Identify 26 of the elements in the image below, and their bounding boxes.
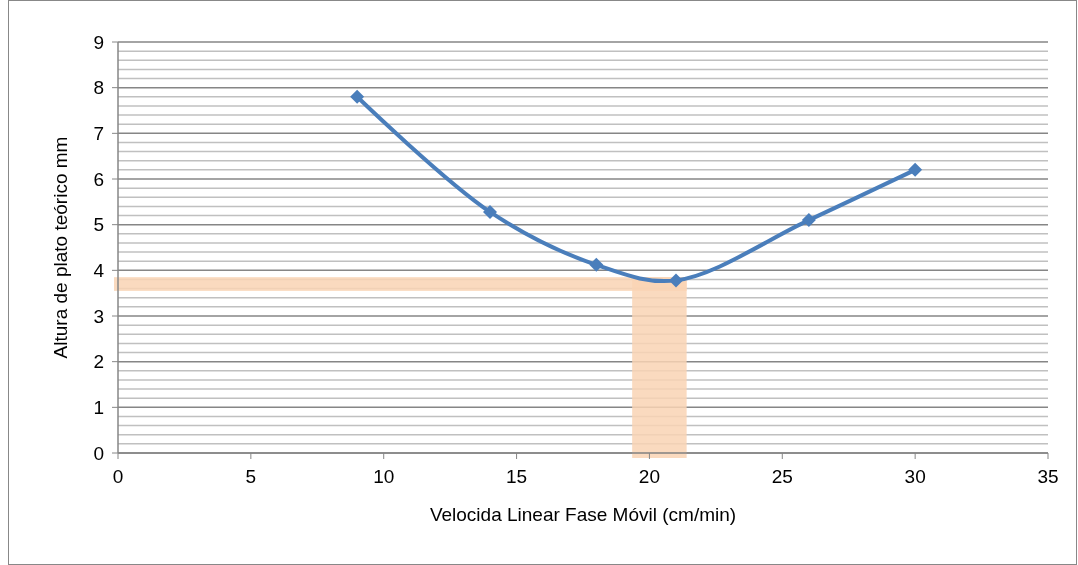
point [908, 162, 923, 177]
x-axis-title: Velocida Linear Fase Móvil (cm/min) [429, 504, 737, 525]
x-tick-label: 25 [771, 466, 793, 487]
y-tick-label: 1 [93, 396, 104, 418]
y-tick-label: 8 [93, 77, 104, 99]
y-tick-label: 4 [93, 259, 105, 281]
y-tick-label: 3 [93, 305, 104, 327]
x-tick-label: 15 [506, 466, 528, 487]
x-tick-label: 20 [638, 466, 660, 487]
point [589, 257, 604, 272]
point [350, 89, 365, 104]
y-tick-label: 5 [93, 214, 104, 236]
y-axis-title: Altura de plato teórico mm [50, 136, 71, 359]
y-tick-label: 6 [93, 168, 104, 190]
x-tick-label: 5 [245, 466, 257, 487]
point [801, 213, 816, 228]
y-tick-label: 2 [93, 351, 104, 373]
y-tick-label: 0 [93, 442, 104, 464]
x-tick-label: 0 [112, 466, 124, 487]
x-tick-label: 10 [373, 466, 395, 487]
x-tick-label: 35 [1037, 466, 1059, 487]
point [483, 204, 497, 219]
x-tick-label: 30 [904, 466, 926, 487]
y-tick-label: 7 [93, 122, 104, 144]
y-tick-label: 9 [93, 31, 104, 53]
point [669, 273, 683, 288]
